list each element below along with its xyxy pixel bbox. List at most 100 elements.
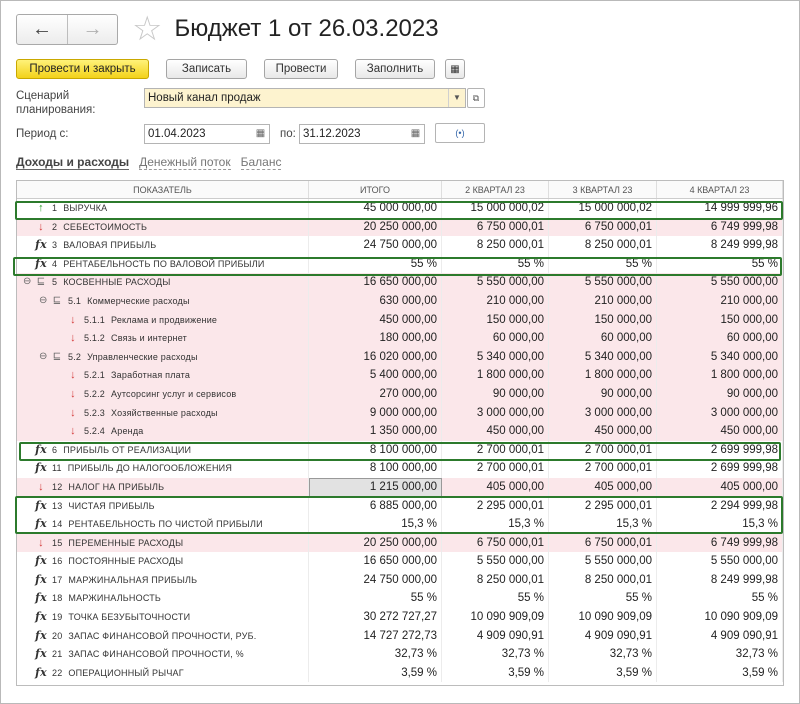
q4-cell[interactable]: 3 000 000,00 [657, 403, 783, 423]
q4-cell[interactable]: 10 090 909,09 [657, 608, 783, 627]
q2-cell[interactable]: 8 250 000,01 [442, 236, 549, 255]
q3-cell[interactable]: 55 % [549, 254, 657, 274]
table-row[interactable]: ⊖ ⊑ 5 КОСВЕННЫЕ РАСХОДЫ 16 650 000,00 5 550 0… [17, 273, 783, 292]
indicator-cell[interactable]: fx 13 ЧИСТАЯ ПРИБЫЛЬ [17, 496, 309, 516]
column-header-q3[interactable]: 3 КВАРТАЛ 23 [549, 181, 657, 198]
total-cell[interactable]: 3,59 % [309, 663, 442, 683]
q2-cell[interactable]: 6 750 000,01 [442, 533, 549, 553]
table-row[interactable]: fx 20 ЗАПАС ФИНАНСОВОЙ ПРОЧНОСТИ, РУБ. 14 7… [17, 626, 783, 646]
q2-cell[interactable]: 55 % [442, 254, 549, 274]
total-cell[interactable]: 14 727 272,73 [309, 626, 442, 646]
q3-cell[interactable]: 2 295 000,01 [549, 496, 657, 516]
indicator-cell[interactable]: ↓ 5.1.2 Связь и интернет [17, 329, 309, 348]
total-cell[interactable]: 270 000,00 [309, 384, 442, 404]
q2-cell[interactable]: 2 700 000,01 [442, 440, 549, 460]
q4-cell[interactable]: 150 000,00 [657, 310, 783, 330]
indicator-cell[interactable]: fx 16 ПОСТОЯННЫЕ РАСХОДЫ [17, 552, 309, 571]
indicator-cell[interactable]: ↓ 2 СЕБЕСТОИМОСТЬ [17, 217, 309, 237]
scenario-field[interactable]: Новый канал продаж ▼ [144, 88, 466, 108]
q3-cell[interactable]: 15,3 % [549, 515, 657, 534]
q3-cell[interactable]: 5 550 000,00 [549, 552, 657, 571]
q4-cell[interactable]: 15,3 % [657, 515, 783, 534]
q4-cell[interactable]: 2 294 999,98 [657, 496, 783, 516]
table-row[interactable]: ↓ 12 НАЛОГ НА ПРИБЫЛЬ 1 215 000,00 405 000,0… [17, 477, 783, 497]
q2-cell[interactable]: 4 909 090,91 [442, 626, 549, 646]
table-row[interactable]: ↓ 5.2.4 Аренда 1 350 000,00 450 000,00 450 00… [17, 422, 783, 441]
q3-cell[interactable]: 1 800 000,00 [549, 366, 657, 385]
open-icon[interactable]: ⧉ [467, 88, 485, 108]
tab-balance[interactable]: Баланс [240, 155, 282, 170]
table-row[interactable]: fx 21 ЗАПАС ФИНАНСОВОЙ ПРОЧНОСТИ, % 32,73 %… [17, 645, 783, 664]
table-row[interactable]: ↑ 1 ВЫРУЧКА 45 000 000,00 15 000 000,02 15 00… [17, 199, 783, 218]
total-cell[interactable]: 45 000 000,00 [309, 199, 442, 218]
table-row[interactable]: ↓ 15 ПЕРЕМЕННЫЕ РАСХОДЫ 20 250 000,00 6 750 … [17, 533, 783, 553]
indicator-cell[interactable]: ↓ 15 ПЕРЕМЕННЫЕ РАСХОДЫ [17, 533, 309, 553]
total-cell[interactable]: 24 750 000,00 [309, 570, 442, 590]
indicator-cell[interactable]: fx 3 ВАЛОВАЯ ПРИБЫЛЬ [17, 236, 309, 255]
total-cell[interactable]: 5 400 000,00 [309, 366, 442, 385]
total-cell[interactable]: 450 000,00 [309, 310, 442, 330]
q2-cell[interactable]: 210 000,00 [442, 291, 549, 311]
q2-cell[interactable]: 15 000 000,02 [442, 199, 549, 218]
q3-cell[interactable]: 8 250 000,01 [549, 236, 657, 255]
q3-cell[interactable]: 32,73 % [549, 645, 657, 664]
total-cell[interactable]: 32,73 % [309, 645, 442, 664]
table-row[interactable]: fx 17 МАРЖИНАЛЬНАЯ ПРИБЫЛЬ 24 750 000,00 8 2… [17, 570, 783, 590]
q3-cell[interactable]: 405 000,00 [549, 477, 657, 497]
total-cell[interactable]: 180 000,00 [309, 329, 442, 348]
post-button[interactable]: Провести [264, 59, 338, 79]
forward-button[interactable]: → [67, 14, 117, 44]
q3-cell[interactable]: 6 750 000,01 [549, 533, 657, 553]
q3-cell[interactable]: 55 % [549, 589, 657, 609]
q2-cell[interactable]: 90 000,00 [442, 384, 549, 404]
q3-cell[interactable]: 8 250 000,01 [549, 570, 657, 590]
total-cell[interactable]: 20 250 000,00 [309, 533, 442, 553]
table-row[interactable]: ↓ 5.1.1 Реклама и продвижение 450 000,00 150… [17, 310, 783, 330]
q4-cell[interactable]: 2 699 999,98 [657, 440, 783, 460]
star-icon[interactable]: ☆ [132, 10, 163, 48]
table-row[interactable]: fx 6 ПРИБЫЛЬ ОТ РЕАЛИЗАЦИИ 8 100 000,00 2 70… [17, 440, 783, 460]
q2-cell[interactable]: 1 800 000,00 [442, 366, 549, 385]
calendar-icon[interactable]: ▦ [255, 128, 266, 139]
table-row[interactable]: ↓ 2 СЕБЕСТОИМОСТЬ 20 250 000,00 6 750 000,01… [17, 217, 783, 237]
date-to-field[interactable]: 31.12.2023 ▦ [299, 124, 425, 144]
indicator-cell[interactable]: ↓ 5.2.2 Аутсорсинг услуг и сервисов [17, 384, 309, 404]
table-row[interactable]: ↓ 5.2.3 Хозяйственные расходы 9 000 000,00 3… [17, 403, 783, 423]
q2-cell[interactable]: 15,3 % [442, 515, 549, 534]
total-cell[interactable]: 16 650 000,00 [309, 273, 442, 292]
q2-cell[interactable]: 10 090 909,09 [442, 608, 549, 627]
q3-cell[interactable]: 60 000,00 [549, 329, 657, 348]
indicator-cell[interactable]: fx 11 ПРИБЫЛЬ ДО НАЛОГООБЛОЖЕНИЯ [17, 459, 309, 478]
q2-cell[interactable]: 8 250 000,01 [442, 570, 549, 590]
indicator-cell[interactable]: fx 22 ОПЕРАЦИОННЫЙ РЫЧАГ [17, 663, 309, 683]
q2-cell[interactable]: 55 % [442, 589, 549, 609]
total-cell[interactable]: 16 020 000,00 [309, 347, 442, 367]
report-structure-icon[interactable]: ▦ [445, 59, 465, 79]
q3-cell[interactable]: 15 000 000,02 [549, 199, 657, 218]
q4-cell[interactable]: 210 000,00 [657, 291, 783, 311]
indicator-cell[interactable]: fx 20 ЗАПАС ФИНАНСОВОЙ ПРОЧНОСТИ, РУБ. [17, 626, 309, 646]
post-and-close-button[interactable]: Провести и закрыть [16, 59, 149, 79]
total-cell[interactable]: 20 250 000,00 [309, 217, 442, 237]
q2-cell[interactable]: 2 295 000,01 [442, 496, 549, 516]
q4-cell[interactable]: 1 800 000,00 [657, 366, 783, 385]
indicator-cell[interactable]: fx 17 МАРЖИНАЛЬНАЯ ПРИБЫЛЬ [17, 570, 309, 590]
table-row[interactable]: fx 19 ТОЧКА БЕЗУБЫТОЧНОСТИ 30 272 727,27 10 … [17, 608, 783, 627]
total-cell[interactable]: 6 885 000,00 [309, 496, 442, 516]
total-cell[interactable]: 55 % [309, 254, 442, 274]
table-row[interactable]: fx 22 ОПЕРАЦИОННЫЙ РЫЧАГ 3,59 % 3,59 % 3,59 %… [17, 663, 783, 683]
q2-cell[interactable]: 60 000,00 [442, 329, 549, 348]
total-cell[interactable]: 15,3 % [309, 515, 442, 534]
fill-button[interactable]: Заполнить [355, 59, 435, 79]
q2-cell[interactable]: 5 550 000,00 [442, 552, 549, 571]
indicator-cell[interactable]: ↓ 12 НАЛОГ НА ПРИБЫЛЬ [17, 477, 309, 497]
q2-cell[interactable]: 2 700 000,01 [442, 459, 549, 478]
tab-cash-flow[interactable]: Денежный поток [139, 155, 231, 170]
save-button[interactable]: Записать [166, 59, 247, 79]
indicator-cell[interactable]: fx 6 ПРИБЫЛЬ ОТ РЕАЛИЗАЦИИ [17, 440, 309, 460]
column-header-q4[interactable]: 4 КВАРТАЛ 23 [657, 181, 783, 198]
total-cell[interactable]: 1 350 000,00 [309, 422, 442, 441]
table-row[interactable]: ⊖ ⊑ 5.1 Коммерческие расходы 630 000,00 210 0… [17, 291, 783, 311]
table-row[interactable]: fx 3 ВАЛОВАЯ ПРИБЫЛЬ 24 750 000,00 8 250 000… [17, 236, 783, 255]
q4-cell[interactable]: 8 249 999,98 [657, 236, 783, 255]
